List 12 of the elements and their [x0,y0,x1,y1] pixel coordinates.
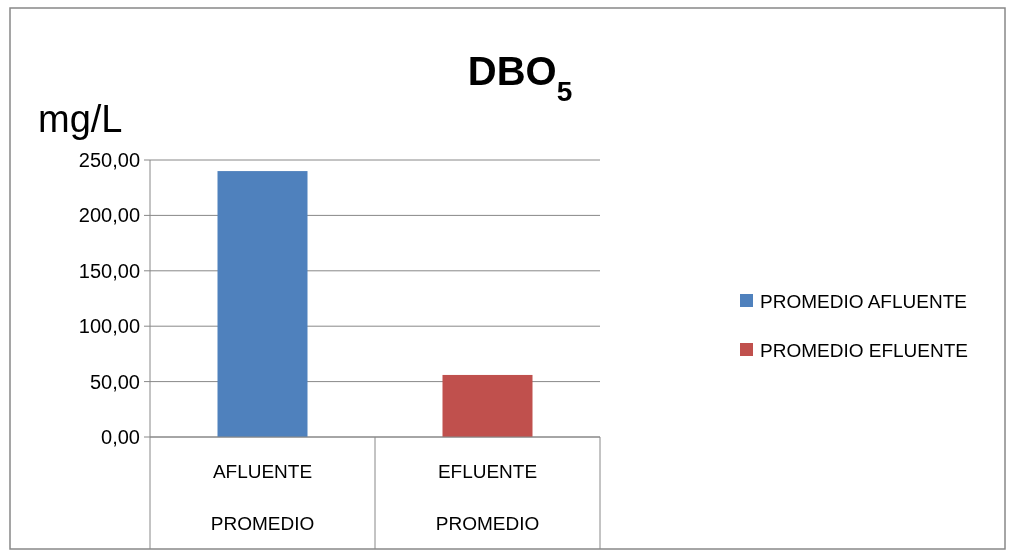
category-label: EFLUENTE PROMEDIO [435,461,540,534]
y-tick-label: 150,00 [78,259,140,282]
y-tick-label: 0,00 [101,426,140,448]
y-tick-label: 250,00 [78,149,140,171]
legend-label: PROMEDIO AFLUENTE [760,290,967,312]
y-tick-label: 50,00 [89,370,140,393]
y-tick-label: 200,00 [78,204,140,227]
category-label: AFLUENTE PROMEDIO [210,461,315,534]
y-axis-title: mg/L [38,98,123,140]
y-tick-label: 100,00 [78,315,140,338]
chart-title: DBO$_{5}$ [467,49,573,107]
legend-label: PROMEDIO EFLUENTE [760,339,968,361]
